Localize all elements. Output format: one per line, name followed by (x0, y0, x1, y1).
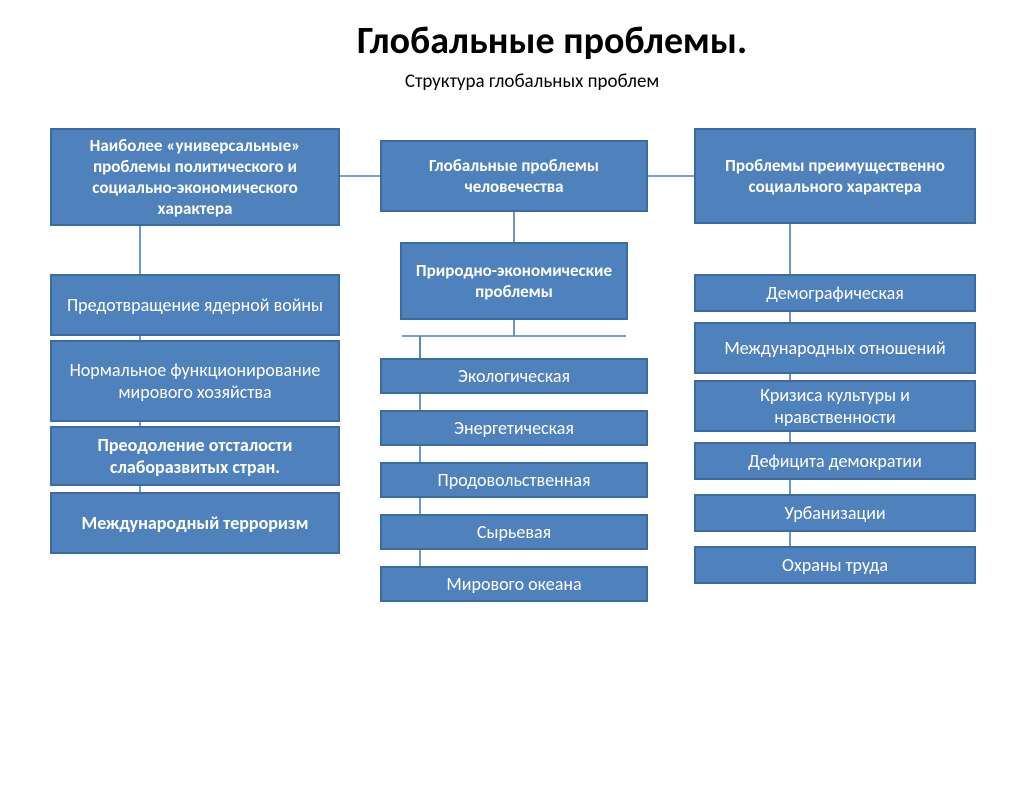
node-item-label: Международных отношений (724, 337, 945, 360)
node-item-label: Сырьевая (477, 521, 551, 544)
node-item-right-5: Охраны труда (694, 546, 976, 584)
node-subcategory-mid: Природно-экономические проблемы (400, 242, 628, 320)
node-item-left-1: Нормальное функционирование мирового хоз… (50, 340, 340, 422)
node-root-label: Глобальные проблемы человечества (390, 155, 638, 198)
diagram-canvas: Глобальные проблемы человечества Наиболе… (0, 126, 1024, 785)
node-item-right-0: Демографическая (694, 274, 976, 312)
node-item-label: Преодоление отсталости слаборазвитых стр… (60, 434, 330, 479)
node-item-right-3: Дефицита демократии (694, 442, 976, 480)
node-item-mid-1: Энергетическая (380, 410, 648, 446)
node-item-label: Мирового океана (446, 573, 581, 596)
node-item-right-4: Урбанизации (694, 494, 976, 532)
node-category-right: Проблемы преимущественно социального хар… (694, 128, 976, 224)
node-category-right-label: Проблемы преимущественно социального хар… (704, 155, 966, 198)
node-subcategory-mid-label: Природно-экономические проблемы (410, 260, 618, 303)
node-item-mid-2: Продовольственная (380, 462, 648, 498)
node-item-left-3: Международный терроризм (50, 492, 340, 554)
node-item-label: Продовольственная (438, 469, 591, 492)
node-item-left-0: Предотвращение ядерной войны (50, 274, 340, 336)
page-subtitle: Структура глобальных проблем (40, 70, 1024, 93)
node-item-mid-4: Мирового океана (380, 566, 648, 602)
node-category-left: Наиболее «универсальные» проблемы полити… (50, 128, 340, 226)
node-item-left-2: Преодоление отсталости слаборазвитых стр… (50, 426, 340, 486)
node-item-right-2: Кризиса культуры и нравственности (694, 380, 976, 432)
node-item-label: Международный терроризм (82, 512, 309, 535)
node-item-right-1: Международных отношений (694, 322, 976, 374)
node-item-label: Дефицита демократии (748, 450, 922, 473)
node-root: Глобальные проблемы человечества (380, 140, 648, 212)
page-title: Глобальные проблемы. (80, 18, 1024, 64)
node-item-label: Охраны труда (782, 554, 888, 577)
node-category-left-label: Наиболее «универсальные» проблемы полити… (60, 135, 330, 220)
node-item-label: Предотвращение ядерной войны (67, 294, 323, 317)
node-item-label: Энергетическая (454, 417, 574, 440)
node-item-label: Нормальное функционирование мирового хоз… (60, 359, 330, 404)
node-item-label: Экологическая (458, 365, 570, 388)
node-item-label: Демографическая (766, 282, 903, 305)
node-item-label: Кризиса культуры и нравственности (704, 384, 966, 429)
node-item-mid-3: Сырьевая (380, 514, 648, 550)
node-item-mid-0: Экологическая (380, 358, 648, 394)
node-item-label: Урбанизации (784, 502, 885, 525)
